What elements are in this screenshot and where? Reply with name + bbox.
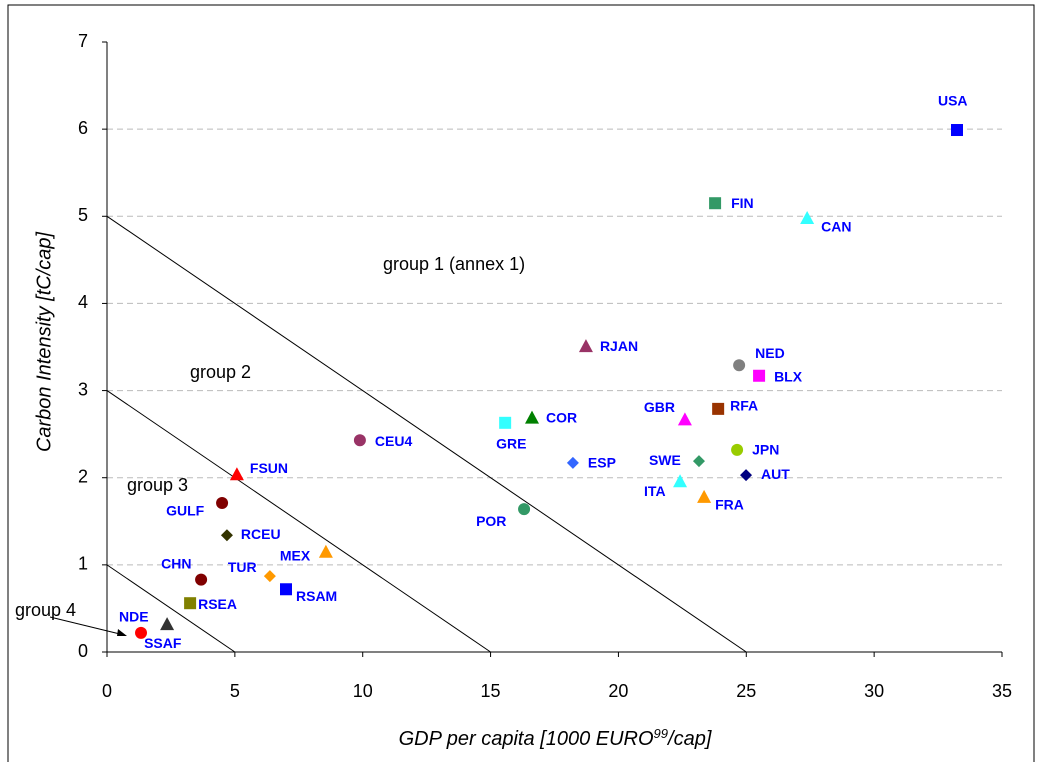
point xyxy=(733,359,746,372)
point-label: TUR xyxy=(228,559,257,575)
annotation: group 2 xyxy=(190,362,251,382)
x-tick-label: 10 xyxy=(353,681,373,701)
point-label: RSEA xyxy=(198,596,237,612)
point xyxy=(753,369,766,382)
point xyxy=(800,211,815,225)
point-label: RSAM xyxy=(296,588,337,604)
annotation: group 1 (annex 1) xyxy=(383,254,525,274)
point xyxy=(220,529,233,542)
point-label: MEX xyxy=(280,547,311,563)
boundary-line xyxy=(106,215,747,653)
point-label: CEU4 xyxy=(375,433,413,449)
point xyxy=(740,469,753,482)
boundary-line xyxy=(106,390,491,653)
point xyxy=(578,339,593,353)
point xyxy=(184,597,197,610)
annotation: group 4 xyxy=(15,600,76,620)
x-tick-label: 35 xyxy=(992,681,1012,701)
point xyxy=(195,573,208,586)
point xyxy=(499,416,512,429)
x-tick-label: 25 xyxy=(736,681,756,701)
x-tick-label: 0 xyxy=(102,681,112,701)
annotation-arrow xyxy=(49,616,125,636)
y-tick-label: 4 xyxy=(78,292,88,312)
x-axis-label-part: /cap] xyxy=(666,728,712,750)
point xyxy=(280,583,292,596)
point xyxy=(697,489,712,503)
x-axis-label: GDP per capita [1000 EURO99/cap] xyxy=(399,726,712,750)
point-label: RFA xyxy=(730,398,758,414)
point-label: USA xyxy=(938,93,968,109)
point-label: ITA xyxy=(644,483,666,499)
y-axis-label: Carbon Intensity [tC/cap] xyxy=(33,232,55,453)
point xyxy=(318,544,333,558)
point xyxy=(216,496,229,509)
point xyxy=(731,443,744,456)
point xyxy=(712,402,725,415)
point-label: BLX xyxy=(774,368,803,384)
point xyxy=(135,626,148,639)
point-label: GULF xyxy=(166,503,205,519)
frame xyxy=(7,4,1035,762)
point-label: FSUN xyxy=(250,460,288,476)
x-tick-label: 5 xyxy=(230,681,240,701)
x-axis-label-part: 99 xyxy=(654,726,668,741)
point-label: FIN xyxy=(731,195,754,211)
x-tick-label: 20 xyxy=(608,681,628,701)
point-label: ESP xyxy=(588,455,616,471)
point-label: RCEU xyxy=(241,526,281,542)
y-tick-label: 7 xyxy=(78,31,88,51)
point-label: AUT xyxy=(761,466,790,482)
point-label: GBR xyxy=(644,399,675,415)
point xyxy=(229,467,244,481)
point-label: COR xyxy=(546,409,577,425)
y-tick-label: 6 xyxy=(78,118,88,138)
y-tick-label: 1 xyxy=(78,554,88,574)
y-tick-label: 5 xyxy=(78,205,88,225)
boundary-line xyxy=(106,564,236,653)
y-tick-label: 3 xyxy=(78,379,88,399)
point-label: RJAN xyxy=(600,338,638,354)
point xyxy=(677,412,692,426)
y-tick-label: 2 xyxy=(78,466,88,486)
point xyxy=(353,434,366,447)
x-axis-label-part: GDP per capita [1000 EURO xyxy=(399,728,654,750)
x-tick-label: 30 xyxy=(864,681,884,701)
point-label: POR xyxy=(476,513,506,529)
point xyxy=(518,503,531,516)
point-label: NDE xyxy=(119,609,149,625)
point xyxy=(263,570,276,583)
point xyxy=(566,456,579,469)
point-label: CHN xyxy=(161,555,191,571)
point-label: SWE xyxy=(649,452,681,468)
x-tick-label: 15 xyxy=(481,681,501,701)
point-label: JPN xyxy=(752,442,779,458)
arrow-head xyxy=(117,629,127,636)
point-label: FRA xyxy=(715,497,744,513)
point xyxy=(524,410,539,424)
point-label: NED xyxy=(755,345,785,361)
point-label: CAN xyxy=(821,219,851,235)
point-label: SSAF xyxy=(144,635,182,651)
point xyxy=(709,197,722,210)
point-label: GRE xyxy=(496,436,526,452)
y-tick-label: 0 xyxy=(78,641,88,661)
point xyxy=(160,617,175,631)
point xyxy=(673,474,688,488)
point xyxy=(692,455,705,468)
annotation: group 3 xyxy=(127,475,188,495)
point xyxy=(950,124,963,137)
